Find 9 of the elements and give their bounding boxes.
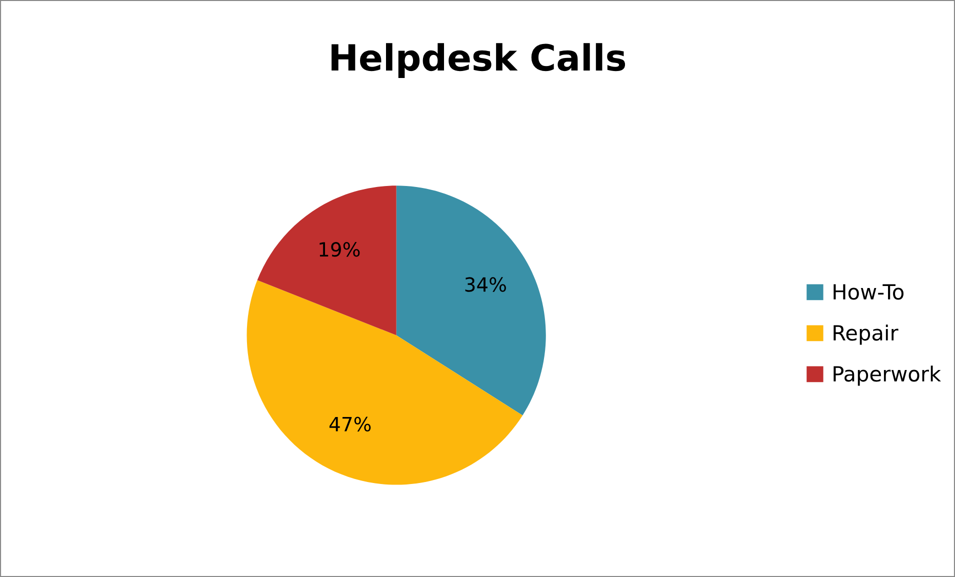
pie-slice [396, 186, 546, 416]
data-label: 47% [329, 416, 371, 432]
legend-label: Repair [834, 324, 898, 345]
data-label: 19% [320, 242, 360, 257]
chart-title: Helpdesk Calls [332, 43, 626, 78]
legend-label: Paperwork [834, 366, 941, 386]
data-label: 34% [465, 277, 506, 292]
pie-slice [257, 186, 396, 336]
legend-label: How-To [834, 284, 904, 300]
